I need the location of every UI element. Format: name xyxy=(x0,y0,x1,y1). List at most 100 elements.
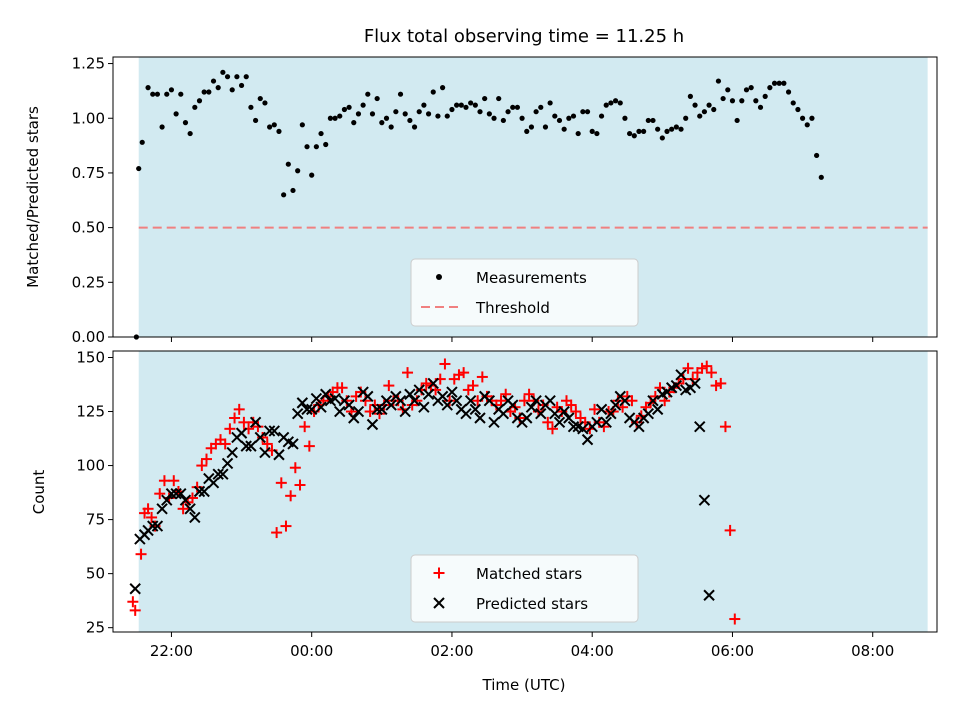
predicted-star-point xyxy=(175,487,187,500)
bottom-y-tick-label: 100 xyxy=(76,457,105,475)
measurement-point xyxy=(150,91,156,97)
predicted-star-point xyxy=(446,386,458,398)
predicted-star-point xyxy=(605,407,617,420)
measurement-point xyxy=(678,126,684,132)
matched-star-point xyxy=(495,395,507,407)
predicted-star-point xyxy=(507,399,519,411)
measurement-point xyxy=(454,102,460,108)
measurement-point xyxy=(552,113,558,119)
measurement-point xyxy=(795,106,801,113)
matched-star-point xyxy=(383,380,395,392)
measurement-point xyxy=(566,115,572,121)
measurement-point xyxy=(416,109,422,115)
predicted-star-point xyxy=(413,384,425,396)
measurement-point xyxy=(771,80,778,86)
matched-star-point xyxy=(294,479,306,491)
bottom-y-tick-label: 150 xyxy=(76,348,105,366)
measurement-point xyxy=(383,115,390,121)
measurement-point xyxy=(734,117,740,124)
measurement-point xyxy=(757,104,764,110)
measurement-point xyxy=(818,174,824,180)
measurement-point xyxy=(360,102,366,108)
measurement-point xyxy=(631,133,637,139)
measurement-point xyxy=(285,161,291,167)
measurement-point xyxy=(510,104,516,110)
measurement-point xyxy=(313,144,319,150)
measurement-point xyxy=(355,111,362,117)
predicted-star-point xyxy=(694,420,706,433)
matched-star-point xyxy=(729,613,741,625)
measurement-point xyxy=(725,87,731,93)
measurement-point xyxy=(449,106,455,113)
measurement-point xyxy=(482,95,488,102)
legend-predicted-marker xyxy=(433,597,445,609)
measurement-point xyxy=(407,117,413,124)
predicted-star-point xyxy=(404,388,416,400)
measurement-point xyxy=(669,126,675,132)
predicted-star-point xyxy=(226,446,238,459)
measurement-point xyxy=(262,100,268,106)
x-tick-label: 06:00 xyxy=(711,642,754,660)
measurement-point xyxy=(781,80,787,86)
measurement-point xyxy=(299,122,305,128)
measurement-point xyxy=(463,104,469,110)
predicted-star-point xyxy=(703,589,715,601)
predicted-star-point xyxy=(441,399,453,411)
measurement-point xyxy=(739,98,745,104)
predicted-star-point xyxy=(530,395,542,407)
top-axes-frame xyxy=(112,56,938,338)
measurement-point xyxy=(145,85,151,91)
x-tick-label: 04:00 xyxy=(571,642,614,660)
bottom-panel: 25 50 75 100 125 150 22:00 00:00 02:00 04:00 06:0… xyxy=(30,348,938,694)
matched-star-point xyxy=(135,548,147,560)
measurement-point xyxy=(500,117,506,124)
measurement-point xyxy=(519,115,525,121)
measurement-point xyxy=(369,111,376,117)
measurement-point xyxy=(538,104,544,110)
measurement-point xyxy=(168,87,175,93)
measurement-point xyxy=(636,128,642,134)
top-y-tick-label: 1.25 xyxy=(72,55,105,73)
matched-star-point xyxy=(224,423,236,435)
bottom-y-tick-label: 25 xyxy=(86,619,105,637)
measurement-point xyxy=(238,82,245,89)
matched-star-point xyxy=(146,511,158,523)
measurement-point xyxy=(267,124,273,130)
predicted-star-point xyxy=(310,392,323,405)
matched-star-point xyxy=(710,380,722,392)
top-y-tick-label: 0.75 xyxy=(72,164,105,182)
measurement-point xyxy=(701,109,708,115)
top-y-axis-label: Matched/Predicted stars xyxy=(24,106,42,288)
matched-star-point xyxy=(271,527,283,539)
measurement-point xyxy=(785,89,792,95)
predicted-star-point xyxy=(320,388,332,400)
matched-star-point xyxy=(701,360,713,372)
predicted-star-point xyxy=(193,485,206,498)
measurement-point xyxy=(748,85,754,91)
x-tick-label: 00:00 xyxy=(290,642,333,660)
measurement-point xyxy=(276,128,282,134)
measurement-point xyxy=(697,113,703,119)
predicted-star-point xyxy=(376,403,388,416)
predicted-star-point xyxy=(207,477,220,489)
bottom-points xyxy=(127,358,741,625)
matched-star-point xyxy=(719,421,731,433)
bottom-y-tick-label: 125 xyxy=(76,403,105,421)
bottom-y-tick-label: 75 xyxy=(86,511,105,529)
measurement-point xyxy=(248,104,254,110)
measurement-point xyxy=(281,192,287,198)
measurement-point xyxy=(341,106,348,113)
matched-star-point xyxy=(546,423,558,435)
measurement-point xyxy=(309,172,315,178)
top-x-ticks xyxy=(170,337,874,342)
matched-star-point xyxy=(201,453,213,465)
measurement-point xyxy=(584,109,591,115)
measurement-point xyxy=(491,115,497,121)
matched-star-point xyxy=(612,395,624,407)
matched-star-point xyxy=(289,462,301,474)
predicted-star-point xyxy=(156,503,168,515)
measurement-point xyxy=(397,91,404,97)
matched-star-point xyxy=(687,373,699,385)
bottom-y-ticks: 25 50 75 100 125 150 xyxy=(76,348,113,637)
predicted-star-point xyxy=(464,395,477,407)
